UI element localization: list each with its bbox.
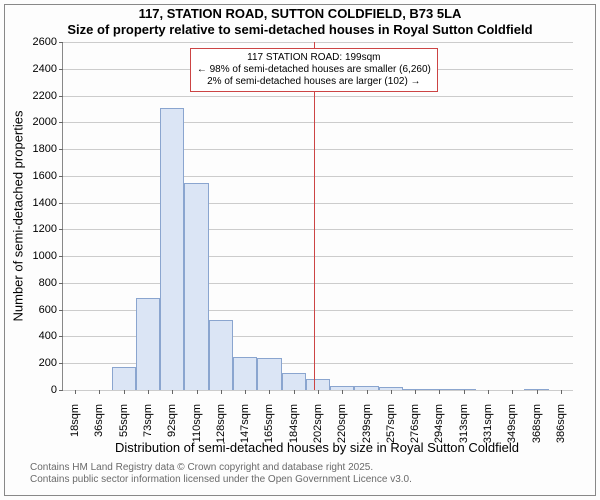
y-tick-label: 2000 [33,116,63,128]
y-tick-label: 1200 [33,223,63,235]
y-gridline [63,283,573,284]
x-tick-mark [367,390,368,394]
chart-title-line1: 117, STATION ROAD, SUTTON COLDFIELD, B73… [0,0,600,22]
y-tick-label: 600 [39,304,63,316]
x-tick-label: 165sqm [263,400,275,443]
y-gridline [63,203,573,204]
x-tick-mark [221,390,222,394]
reference-line [314,42,315,390]
y-gridline [63,96,573,97]
x-tick-label: 73sqm [142,400,154,437]
histogram-bar [282,373,306,390]
histogram-bar [160,108,184,390]
x-tick-label: 18sqm [69,400,81,437]
footer-line-2: Contains public sector information licen… [30,474,412,486]
y-tick-label: 0 [51,384,63,396]
x-tick-mark [269,390,270,394]
annotation-line-3: 2% of semi-detached houses are larger (1… [197,76,431,88]
x-tick-mark [415,390,416,394]
y-tick-label: 1400 [33,197,63,209]
annotation-line-1: 117 STATION ROAD: 199sqm [197,52,431,64]
histogram-bar [330,386,354,390]
x-tick-mark [172,390,173,394]
x-tick-label: 257sqm [385,400,397,443]
x-tick-label: 220sqm [336,400,348,443]
footer-line-1: Contains HM Land Registry data © Crown c… [30,462,412,474]
x-tick-mark [342,390,343,394]
x-tick-mark [245,390,246,394]
x-tick-mark [148,390,149,394]
y-tick-label: 800 [39,277,63,289]
y-gridline [63,149,573,150]
y-gridline [63,122,573,123]
histogram-bar [233,357,257,390]
x-tick-label: 202sqm [312,400,324,443]
chart-title-line2: Size of property relative to semi-detach… [0,22,600,38]
y-tick-label: 2400 [33,63,63,75]
y-tick-label: 1600 [33,170,63,182]
x-tick-mark [294,390,295,394]
annotation-box: 117 STATION ROAD: 199sqm ← 98% of semi-d… [190,48,438,92]
y-gridline [63,256,573,257]
x-tick-mark [464,390,465,394]
x-tick-label: 55sqm [118,400,130,437]
x-tick-mark [439,390,440,394]
x-tick-mark [124,390,125,394]
histogram-bar [403,389,427,390]
x-axis-title: Distribution of semi-detached houses by … [115,440,519,455]
x-tick-label: 110sqm [191,400,203,442]
x-tick-label: 147sqm [239,400,251,443]
x-tick-mark [318,390,319,394]
x-tick-mark [75,390,76,394]
histogram-bar [306,379,330,390]
x-tick-mark [391,390,392,394]
x-tick-label: 349sqm [506,400,518,443]
y-tick-label: 200 [39,357,63,369]
x-tick-label: 294sqm [433,400,445,443]
x-tick-label: 313sqm [458,400,470,443]
x-tick-label: 128sqm [215,400,227,443]
y-tick-label: 1800 [33,143,63,155]
histogram-bar [524,389,548,390]
annotation-line-2: ← 98% of semi-detached houses are smalle… [197,64,431,76]
histogram-bar [452,389,476,390]
y-tick-label: 400 [39,330,63,342]
x-tick-label: 276sqm [409,400,421,443]
y-axis-title: Number of semi-detached properties [11,111,26,322]
x-tick-mark [537,390,538,394]
y-tick-label: 1000 [33,250,63,262]
x-tick-mark [488,390,489,394]
chart-container: 117, STATION ROAD, SUTTON COLDFIELD, B73… [0,0,600,500]
x-tick-label: 184sqm [288,400,300,443]
y-gridline [63,229,573,230]
y-gridline [63,176,573,177]
x-tick-label: 92sqm [166,400,178,437]
histogram-bar [184,183,208,390]
histogram-bar [427,389,451,390]
histogram-bar [112,367,136,390]
x-tick-mark [197,390,198,394]
x-tick-label: 386sqm [555,400,567,443]
y-tick-label: 2600 [33,36,63,48]
x-tick-mark [99,390,100,394]
plot-area: 0200400600800100012001400160018002000220… [62,42,573,391]
histogram-bar [379,387,403,390]
histogram-bar [257,358,281,390]
y-gridline [63,42,573,43]
footer-attribution: Contains HM Land Registry data © Crown c… [30,462,412,486]
x-tick-mark [561,390,562,394]
x-tick-label: 331sqm [482,400,494,443]
y-tick-label: 2200 [33,90,63,102]
histogram-bar [209,320,233,390]
x-tick-label: 368sqm [531,400,543,443]
x-tick-label: 36sqm [93,400,105,437]
histogram-bar [354,386,378,390]
x-tick-mark [512,390,513,394]
x-tick-label: 239sqm [361,400,373,443]
histogram-bar [136,298,160,390]
